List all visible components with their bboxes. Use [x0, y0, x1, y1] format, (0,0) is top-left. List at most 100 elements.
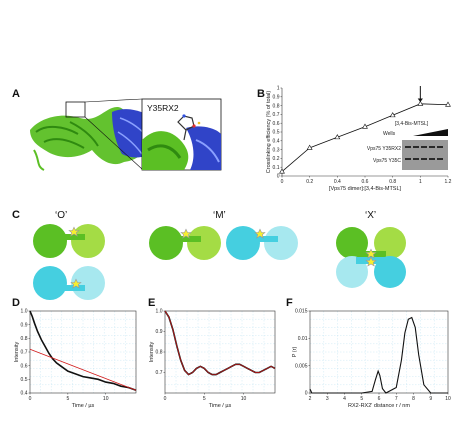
- y-tick-label: 0.5: [21, 377, 28, 383]
- y-tick-label: 0.5: [273, 130, 280, 136]
- dimer-schematics: ‘O’ ‘M’ ‘X’: [33, 210, 406, 300]
- x-axis-label: Time / µs: [72, 403, 95, 409]
- y-tick-label: 0: [305, 391, 308, 397]
- monomer: [33, 224, 67, 258]
- gel-image: [402, 140, 448, 170]
- x-tick-label: 3: [326, 396, 329, 402]
- y-tick-label: 0.4: [21, 391, 28, 397]
- gel-band: [437, 158, 443, 160]
- y-tick-label: 0.8: [273, 103, 280, 109]
- data-point: [334, 134, 341, 140]
- gel-band: [405, 146, 411, 148]
- data-point: [362, 123, 368, 129]
- monomer: [264, 226, 298, 260]
- spin-label-star: [254, 228, 266, 239]
- inset-zoom: Y35RX2: [141, 98, 222, 171]
- y-tick-label: 0.01: [298, 336, 308, 342]
- x-tick-label: 0: [164, 396, 167, 402]
- gel-band: [421, 158, 427, 160]
- spin-label-star: [70, 278, 82, 289]
- y-tick-label: 0.9: [21, 322, 28, 328]
- gel-band: [413, 158, 419, 160]
- zoom-box: [65, 101, 86, 118]
- y-tick-label: 0.015: [295, 309, 308, 315]
- chart-f: 2 3 4 5 6 7 8 9 10 0 0.005 0.01 0.015 RX2-RX2' distan…: [292, 309, 451, 409]
- chart-b: 0 0.2 0.4 0.6 0.8 1 1.2 0 0.1 0.2 0.3 0.4 0.5 0.6 0.7 0…: [266, 86, 452, 192]
- y-tick-label: 0.9: [273, 95, 280, 101]
- gel-band: [421, 146, 427, 148]
- y-axis-label: Intensity: [149, 342, 155, 363]
- x-tick-label: 0: [29, 396, 32, 402]
- y-tick-label: 0.1: [273, 165, 280, 171]
- monomer: [71, 266, 105, 300]
- panel-label-d: D: [12, 297, 20, 309]
- y-tick-label: 0.7: [156, 370, 163, 376]
- y-axis-label: Crosslinking efficiency (% of total): [266, 91, 272, 174]
- gel-row-label: Vps75 Y35C: [373, 158, 401, 164]
- wells-label: Wells: [383, 131, 396, 137]
- y-tick-label: 0.4: [273, 139, 280, 145]
- y-tick-label: 0.6: [273, 121, 280, 127]
- y-tick-label: 0.7: [21, 350, 28, 356]
- x-axis-label: RX2-RX2' distance r / nm: [348, 403, 410, 409]
- y-tick-label: 1: [277, 86, 280, 92]
- gradient-wedge: [413, 129, 448, 136]
- data-point: [389, 112, 396, 118]
- fit-line: [164, 310, 276, 375]
- gel-row-label: Vps75 Y35RX2: [367, 146, 401, 152]
- data-point: [306, 144, 313, 150]
- state-label-m: ‘M’: [213, 210, 226, 221]
- gel-band: [437, 146, 443, 148]
- panel-label-c: C: [12, 209, 20, 221]
- monomer: [187, 226, 221, 260]
- x-tick-label: 0.8: [389, 179, 396, 185]
- x-tick-label: 10: [103, 396, 109, 402]
- gel-band: [429, 158, 435, 160]
- arrow-head: [417, 98, 423, 103]
- spin-label-sticks: [177, 114, 201, 141]
- y-tick-label: 0.6: [21, 363, 28, 369]
- x-tick-label: 0.6: [362, 179, 369, 185]
- monomer: [33, 266, 67, 300]
- x-tick-label: 5: [66, 396, 69, 402]
- x-tick-label: 0.4: [334, 179, 341, 185]
- x-tick-label: 10: [241, 396, 247, 402]
- data-trace: [29, 310, 137, 392]
- y-tick-label: 0.9: [156, 329, 163, 335]
- monomer: [71, 224, 105, 258]
- x-tick-label: 5: [360, 396, 363, 402]
- inset-title: [3,4-Bis-MTSL]: [395, 121, 429, 127]
- state-label-o: ‘O’: [55, 210, 67, 221]
- x-tick-label: 4: [343, 396, 346, 402]
- spin-label-star: [180, 228, 192, 239]
- inset-label: Y35RX2: [147, 103, 179, 113]
- y-axis-label: P (r): [292, 347, 298, 358]
- state-label-x: ‘X’: [365, 210, 376, 221]
- data-point: [279, 168, 285, 174]
- spin-label-star: [68, 226, 80, 237]
- x-tick-label: 0: [281, 179, 284, 185]
- chart-e: 0 5 10 0.7 0.8 0.9 1.0 Time / µs Intensity: [149, 309, 276, 409]
- y-tick-label: 0.8: [156, 350, 163, 356]
- data-point: [417, 100, 424, 106]
- monomer: [149, 226, 183, 260]
- x-axis-label: Time / µs: [209, 403, 232, 409]
- data-point: [445, 101, 451, 107]
- x-tick-label: 8: [412, 396, 415, 402]
- chart-d: 0 5 10 0.4 0.5 0.6 0.7 0.8 0.9 1.0 Time / µs Intens…: [14, 309, 137, 409]
- y-tick-label: 0.005: [295, 363, 308, 369]
- x-tick-label: 6: [378, 396, 381, 402]
- panel-label-f: F: [286, 297, 293, 309]
- y-tick-label: 0.2: [273, 156, 280, 162]
- x-tick-label: 9: [429, 396, 432, 402]
- y-tick-label: 0: [277, 174, 280, 180]
- x-tick-label: 0.2: [306, 179, 313, 185]
- y-tick-label: 1.0: [21, 309, 28, 315]
- y-tick-label: 0.8: [21, 336, 28, 342]
- x-tick-label: 1: [419, 179, 422, 185]
- spin-label-star: [365, 248, 377, 259]
- x-axis-label: [Vps75 dimer]:[3,4-Bis-MTSL]: [329, 186, 402, 192]
- gel-band: [413, 146, 419, 148]
- fit-line: [29, 348, 137, 391]
